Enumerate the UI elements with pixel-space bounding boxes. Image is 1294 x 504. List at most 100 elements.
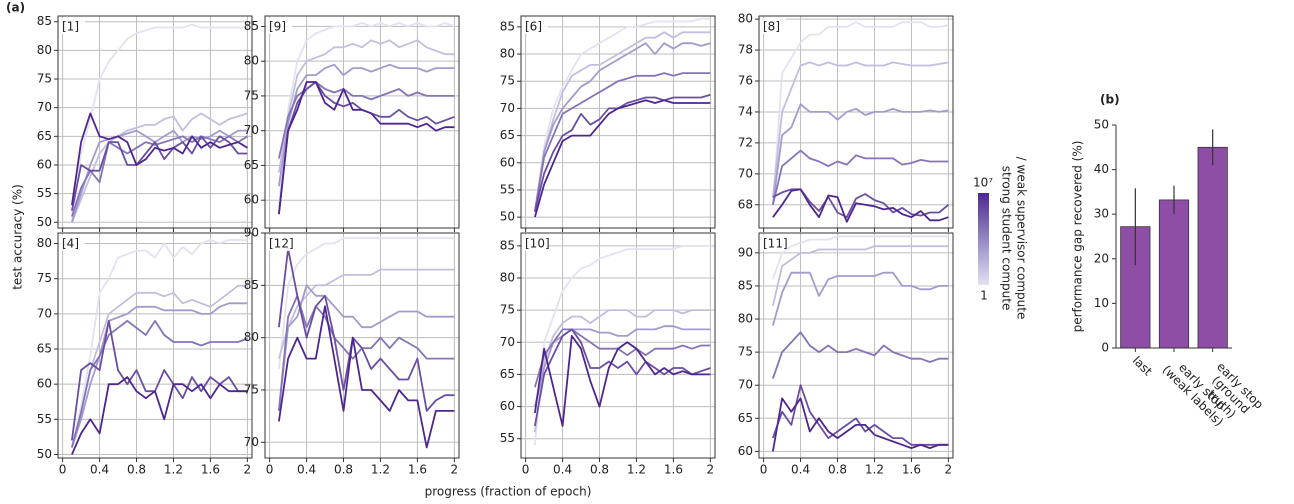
x-tick-label: 1.2: [865, 463, 884, 477]
series-line: [278, 63, 455, 187]
y-tick-label: 85: [500, 238, 515, 252]
x-tick-label: 1.6: [408, 463, 427, 477]
series-line: [71, 129, 248, 223]
series-line: [534, 42, 711, 212]
y-tick-label: 55: [500, 431, 515, 445]
y-tick-label: 80: [37, 43, 52, 57]
y-tick-label: 70: [37, 100, 52, 114]
y-tick-label: 60: [738, 444, 753, 458]
panel-title: [1]: [62, 20, 79, 34]
y-tick-label: 75: [738, 345, 753, 359]
series-line: [534, 335, 711, 427]
y-tick-label: 65: [500, 367, 515, 381]
panel-title: [12]: [269, 237, 294, 251]
series-line: [278, 81, 455, 159]
y-tick-label: 20: [1094, 251, 1109, 265]
x-axis-title: progress (fraction of epoch): [425, 485, 592, 499]
x-tick-label: 2: [945, 463, 953, 477]
y-tick-label: 80: [738, 312, 753, 326]
y-tick-label: 60: [37, 157, 52, 171]
series-line: [278, 81, 455, 215]
y-tick-label: 70: [738, 166, 753, 180]
y-tick-label: 75: [37, 271, 52, 285]
x-tick-label: 0.4: [553, 463, 572, 477]
panel-label: (b): [1100, 93, 1120, 107]
title-bg: [522, 18, 548, 34]
colorbar-title: strong student compute: [1000, 166, 1014, 311]
y-tick-label: 50: [37, 447, 52, 461]
y-tick-label: 80: [738, 12, 753, 26]
y-tick-label: 55: [500, 182, 515, 196]
x-tick-label: 0.4: [297, 463, 316, 477]
series-line: [278, 247, 455, 412]
series-line: [534, 72, 711, 212]
series-line: [71, 320, 248, 448]
y-tick-label: 55: [37, 412, 52, 426]
series-line: [278, 39, 455, 173]
title-bg: [266, 235, 292, 251]
y-axis-title: test accuracy (%): [11, 184, 25, 290]
y-tick-label: 60: [244, 193, 259, 207]
y-tick-label: 80: [244, 330, 259, 344]
y-tick-label: 65: [244, 158, 259, 172]
y-tick-label: 85: [37, 14, 52, 28]
series-line: [71, 112, 248, 223]
series-line: [534, 328, 711, 427]
series-line: [71, 320, 248, 441]
title-bg: [59, 235, 85, 251]
colorbar: [978, 193, 989, 285]
series-line: [534, 31, 711, 212]
y-tick-label: 78: [738, 43, 753, 57]
series-line: [278, 81, 455, 215]
series-line: [534, 17, 711, 212]
series-line: [772, 271, 949, 326]
y-tick-label: 68: [738, 197, 753, 211]
series-line: [278, 284, 455, 411]
panel-title: [8]: [763, 20, 780, 34]
y-tick-label: 40: [1094, 162, 1109, 176]
title-bg: [59, 18, 85, 34]
panel-title: [10]: [525, 237, 550, 251]
x-tick-label: 2: [244, 463, 252, 477]
x-tick-label: 0.8: [828, 463, 847, 477]
y-tick-label: 74: [738, 104, 753, 118]
panel-label: (a): [6, 1, 25, 15]
title-bg: [266, 18, 292, 34]
y-tick-label: 50: [37, 215, 52, 229]
plot-frame: [520, 15, 716, 229]
y-tick-label: 90: [738, 245, 753, 259]
y-tick-label: 80: [244, 54, 259, 68]
series-line: [71, 239, 248, 448]
series-line: [71, 376, 248, 455]
y-tick-label: 80: [500, 47, 515, 61]
y-tick-label: 10: [1094, 296, 1109, 310]
y-tick-label: 75: [500, 74, 515, 88]
plot-frame: [57, 15, 253, 229]
series-line: [71, 135, 248, 217]
series-line: [71, 302, 248, 448]
series-line: [772, 188, 949, 223]
y-tick-label: 50: [500, 210, 515, 224]
y-tick-label: 65: [37, 342, 52, 356]
series-line: [772, 149, 949, 206]
y-tick-label: 70: [37, 306, 52, 320]
y-tick-label: 85: [244, 278, 259, 292]
x-tick-label: 0.4: [90, 463, 109, 477]
y-tick-label: 85: [738, 278, 753, 292]
y-tick-label: 72: [738, 135, 753, 149]
series-line: [71, 112, 248, 206]
plot-frame: [758, 232, 954, 459]
x-tick-label: 0: [522, 463, 530, 477]
x-tick-label: 0.8: [127, 463, 146, 477]
panel-title: [4]: [62, 237, 79, 251]
y-tick-label: 55: [37, 186, 52, 200]
plot-frame: [758, 15, 954, 229]
y-tick-label: 76: [738, 73, 753, 87]
x-tick-label: 0: [266, 463, 274, 477]
title-bg: [760, 18, 786, 34]
x-tick-label: 1.6: [201, 463, 220, 477]
series-line: [71, 23, 248, 223]
series-line: [772, 331, 949, 379]
